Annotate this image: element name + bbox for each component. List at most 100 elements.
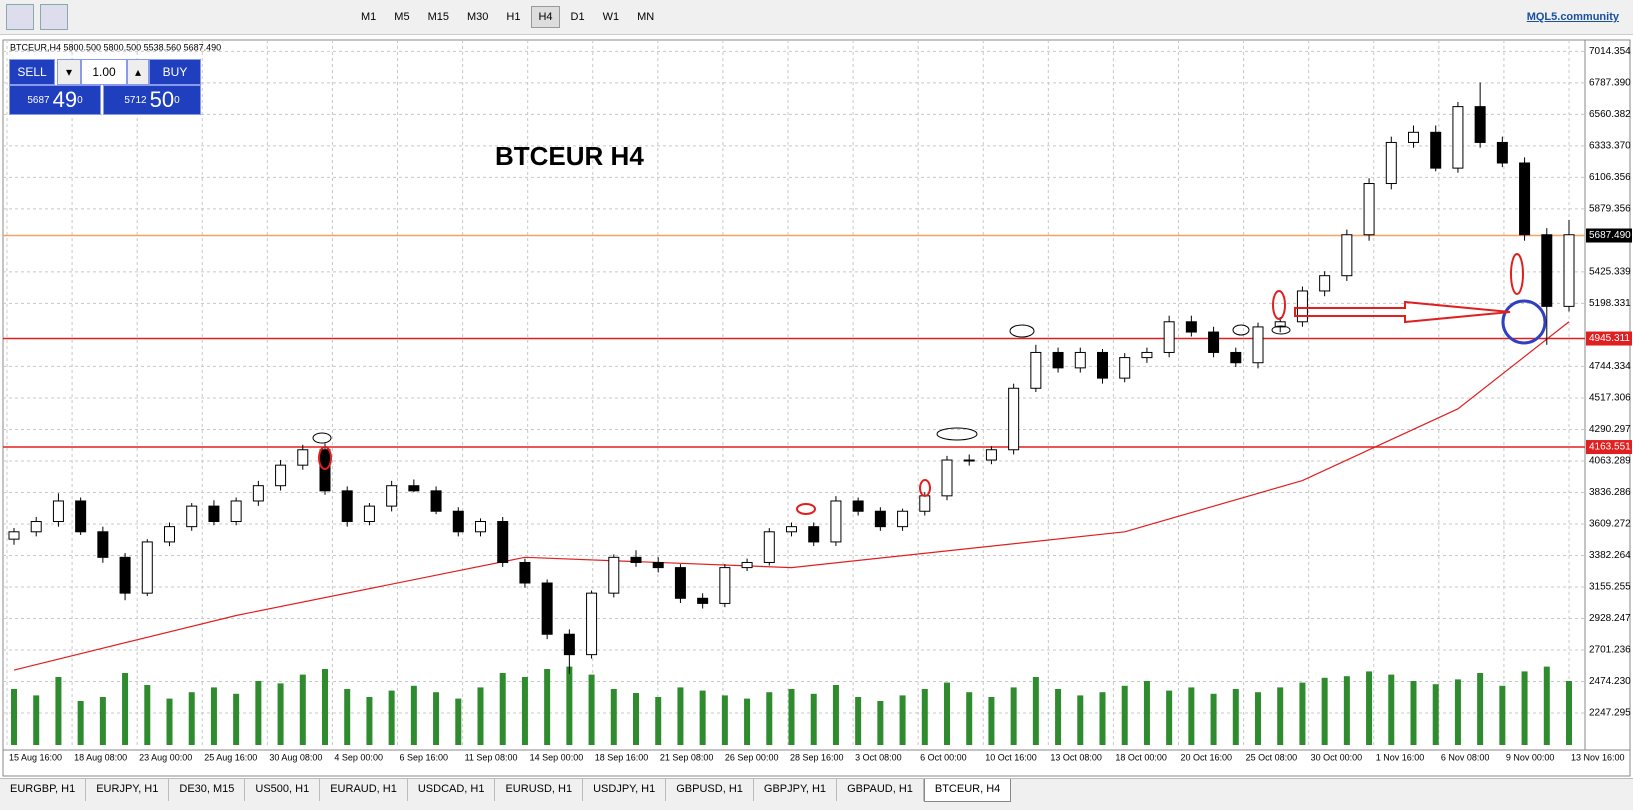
candle-body [1319,275,1331,292]
volume-bar [188,692,195,745]
x-tick-label: 6 Oct 00:00 [920,752,967,762]
timeframe-button[interactable]: M30 [466,11,489,23]
toolbar: M1 M5 M15 M30 H1 H4 D1 W1 MN MQL5.community [0,0,1633,35]
tool-button[interactable] [40,4,68,30]
y-tick-label: 6333.370 [1589,140,1631,151]
y-tick-label: 3836.286 [1589,487,1631,498]
volume-bar [99,697,106,745]
candle-body [252,485,264,502]
chart-tab[interactable]: US500, H1 [245,779,321,801]
y-tick-label: 2701.236 [1589,645,1631,656]
volume-bar [255,681,262,745]
candle-body [1452,106,1464,169]
candle-body [208,505,220,523]
annotation-ellipse [919,479,931,497]
candle-body [1296,290,1308,323]
volume-bar [1143,681,1150,745]
chart-tab[interactable]: USDCAD, H1 [408,779,496,801]
candle-body [430,490,442,512]
chart-tab[interactable]: BTCEUR, H4 [923,779,1012,802]
bid-price[interactable]: 5687 49 0 [9,85,101,115]
x-tick-label: 26 Sep 00:00 [725,752,779,762]
volume-bar [277,683,284,745]
x-tick-label: 21 Sep 08:00 [660,752,714,762]
candle-body [563,633,575,656]
timeframe-button[interactable]: H4 [531,6,560,28]
lot-up[interactable]: ▴ [127,59,149,85]
annotation-arrow [1294,300,1511,324]
candle-body [1208,331,1220,353]
volume-bar [299,674,306,745]
x-tick-label: 20 Oct 16:00 [1181,752,1233,762]
y-tick-label: 7014.354 [1589,46,1631,57]
candle-body [786,526,797,533]
candle-body [1408,131,1419,143]
volume-bar [788,689,795,745]
volume-bar [1099,692,1106,745]
candle-body [674,567,686,599]
price-label-bg [1586,331,1632,346]
candle-body [141,541,153,594]
candle-body [763,531,775,563]
bid-big: 49 [52,87,78,112]
volume-bar [877,701,884,745]
volume-bar [366,697,373,745]
candle-body [363,505,375,523]
x-tick-label: 13 Nov 16:00 [1571,752,1625,762]
chart-tab[interactable]: EURJPY, H1 [86,779,170,801]
volume-bar [33,695,40,745]
lot-input[interactable]: 1.00 [81,59,127,85]
ask-price[interactable]: 5712 50 0 [103,85,201,115]
annotation-ellipse [1272,290,1286,320]
volume-bar [322,669,328,745]
volume-bar [699,690,706,745]
annotation-circle [1501,299,1547,345]
timeframe-button[interactable]: M15 [427,11,449,23]
chart-tab[interactable]: GBPAUD, H1 [837,779,924,801]
volume-bar [55,677,62,745]
y-tick-label: 6787.390 [1589,77,1631,88]
volume-bar [677,687,684,745]
volume-bar [477,687,484,745]
bid-prefix: 5687 [27,94,50,106]
volume-bar [610,689,617,745]
timeframe-button[interactable]: W1 [602,11,620,23]
bid-sup: 0 [77,94,83,106]
timeframe-button[interactable]: D1 [570,11,585,23]
y-tick-label: 4063.289 [1589,456,1631,467]
candle-body [1074,351,1086,369]
chart-tab[interactable]: EURAUD, H1 [320,779,408,801]
sell-button[interactable]: SELL [9,59,55,85]
buy-button[interactable]: BUY [149,59,201,85]
candle-body [386,485,398,507]
chart-tab[interactable]: EURUSD, H1 [495,779,584,801]
candle-body [230,500,242,523]
chart-tab[interactable]: EURGBP, H1 [0,779,87,801]
candle-body [497,521,509,563]
volume-bar [1566,681,1572,745]
price-label-bg [1586,440,1632,455]
annotation-ellipse [936,427,978,441]
candle-body [741,561,753,569]
chart-frame [2,39,1631,777]
timeframe-button[interactable]: MN [637,11,655,23]
tool-button[interactable] [6,4,34,30]
chart-tab[interactable]: DE30, M15 [169,779,246,801]
y-tick-label: 5879.356 [1589,204,1631,215]
candle-body [1119,357,1131,379]
timeframe-button[interactable]: M1 [361,11,377,23]
volume-bar [1010,687,1017,745]
volume-bar [1299,682,1306,745]
timeframe-button[interactable]: H1 [506,11,521,23]
lot-down[interactable]: ▾ [57,59,81,85]
y-tick-label: 2928.247 [1589,613,1631,624]
y-tick-label: 2247.295 [1589,708,1631,719]
chart-tab[interactable]: GBPUSD, H1 [666,779,754,801]
chart-tab[interactable]: GBPJPY, H1 [754,779,838,801]
chart-tab[interactable]: USDJPY, H1 [583,779,667,801]
link[interactable]: MQL5.community [1526,11,1619,23]
y-tick-label: 4517.306 [1589,393,1631,404]
timeframe-button[interactable]: M5 [394,11,410,23]
candle-body [452,510,464,533]
candle-body [1230,351,1242,364]
